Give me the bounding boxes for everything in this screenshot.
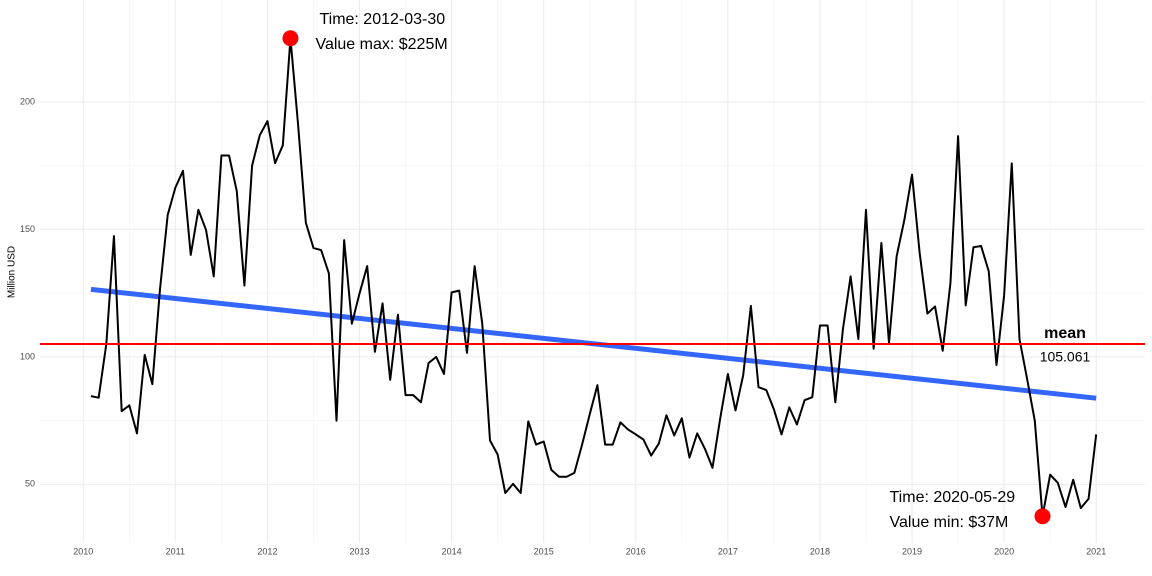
mean-value: 105.061 (1040, 349, 1091, 365)
x-tick-label: 2013 (350, 546, 370, 556)
x-tick-label: 2014 (442, 546, 462, 556)
x-tick-label: 2012 (257, 546, 277, 556)
x-tick-label: 2020 (994, 546, 1014, 556)
data-line (90, 37, 1098, 518)
annotation: Value max: $225M (315, 36, 447, 53)
y-axis-title: Million USD (7, 246, 18, 298)
x-tick-label: 2019 (902, 546, 922, 556)
y-tick-label: 200 (20, 96, 35, 106)
max-marker (282, 30, 299, 47)
annotation: Time: 2012-03-30 (319, 11, 445, 28)
mean-label: mean (1044, 325, 1086, 342)
y-tick-label: 50 (25, 479, 35, 489)
x-tick-label: 2021 (1086, 546, 1106, 556)
y-tick-label: 150 (20, 224, 35, 234)
x-tick-label: 2017 (718, 546, 738, 556)
x-tick-label: 2016 (626, 546, 646, 556)
x-tick-label: 2011 (166, 546, 185, 556)
x-tick-label: 2010 (73, 546, 93, 556)
y-tick-label: 100 (20, 351, 35, 361)
annotation: Time: 2020-05-29 (890, 489, 1016, 506)
annotation: Value min: $37M (890, 514, 1009, 531)
x-tick-label: 2015 (534, 546, 554, 556)
min-marker (1034, 508, 1051, 525)
x-tick-label: 2018 (810, 546, 830, 556)
